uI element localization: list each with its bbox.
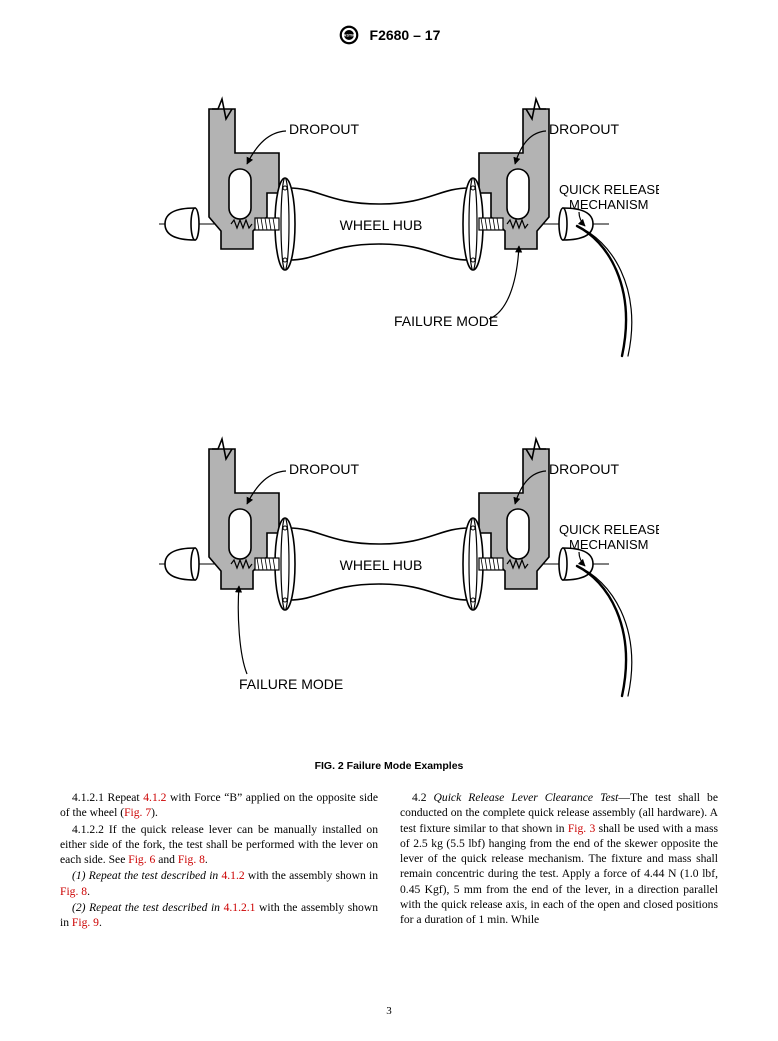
fig-label-failure-mode: FAILURE MODE xyxy=(394,313,498,329)
figure-caption: FIG. 2 Failure Mode Examples xyxy=(60,760,718,772)
figure-2-svg: DROPOUT DROPOUT WHEEL HUB QUICK RELEASE … xyxy=(119,54,659,754)
clause-4-2-title: Quick Release Lever Clearance Test xyxy=(434,791,619,804)
xref-fig-7[interactable]: Fig. 7 xyxy=(124,806,151,819)
clause-4-2: 4.2 Quick Release Lever Clearance Test—T… xyxy=(400,790,718,928)
fig-label-dropout: DROPOUT xyxy=(289,461,359,477)
xref-fig-8-b[interactable]: Fig. 8 xyxy=(60,885,87,898)
clause-list-2: (2) Repeat the test described in 4.1.2.1… xyxy=(60,900,378,931)
fig-label-wheel-hub: WHEEL HUB xyxy=(340,217,423,233)
fig-label-failure-mode: FAILURE MODE xyxy=(239,676,343,692)
xref-fig-3[interactable]: Fig. 3 xyxy=(568,822,595,835)
xref-4-1-2-b[interactable]: 4.1.2 xyxy=(221,869,244,882)
right-column: 4.2 Quick Release Lever Clearance Test—T… xyxy=(400,790,718,932)
fig-label-dropout: DROPOUT xyxy=(549,121,619,137)
left-column: 4.1.2.1 Repeat 4.1.2 with Force “B” appl… xyxy=(60,790,378,932)
fig-label-dropout: DROPOUT xyxy=(549,461,619,477)
clause-4-1-2-2: 4.1.2.2 If the quick release lever can b… xyxy=(60,822,378,868)
xref-fig-8[interactable]: Fig. 8 xyxy=(178,853,205,866)
fig-label-qr-mechanism: QUICK RELEASE MECHANISM xyxy=(559,182,659,212)
xref-4-1-2[interactable]: 4.1.2 xyxy=(143,791,166,804)
xref-fig-9[interactable]: Fig. 9 xyxy=(72,916,99,929)
fig-label-dropout: DROPOUT xyxy=(289,121,359,137)
clause-4-1-2-1: 4.1.2.1 Repeat 4.1.2 with Force “B” appl… xyxy=(60,790,378,821)
fig-label-wheel-hub: WHEEL HUB xyxy=(340,557,423,573)
page-number: 3 xyxy=(0,1005,778,1017)
body-columns: 4.1.2.1 Repeat 4.1.2 with Force “B” appl… xyxy=(60,790,718,932)
figure-2: DROPOUT DROPOUT WHEEL HUB QUICK RELEASE … xyxy=(119,54,659,754)
xref-fig-6[interactable]: Fig. 6 xyxy=(128,853,155,866)
page: ASTM F2680 – 17 xyxy=(0,0,778,1041)
xref-4-1-2-1[interactable]: 4.1.2.1 xyxy=(224,901,256,914)
document-header: ASTM F2680 – 17 xyxy=(60,24,718,46)
designation-text: F2680 – 17 xyxy=(370,27,441,43)
clause-list-1: (1) Repeat the test described in 4.1.2 w… xyxy=(60,868,378,899)
astm-logo-icon: ASTM xyxy=(338,24,360,46)
fig-label-qr-mechanism: QUICK RELEASE MECHANISM xyxy=(559,522,659,552)
svg-text:ASTM: ASTM xyxy=(343,34,354,38)
